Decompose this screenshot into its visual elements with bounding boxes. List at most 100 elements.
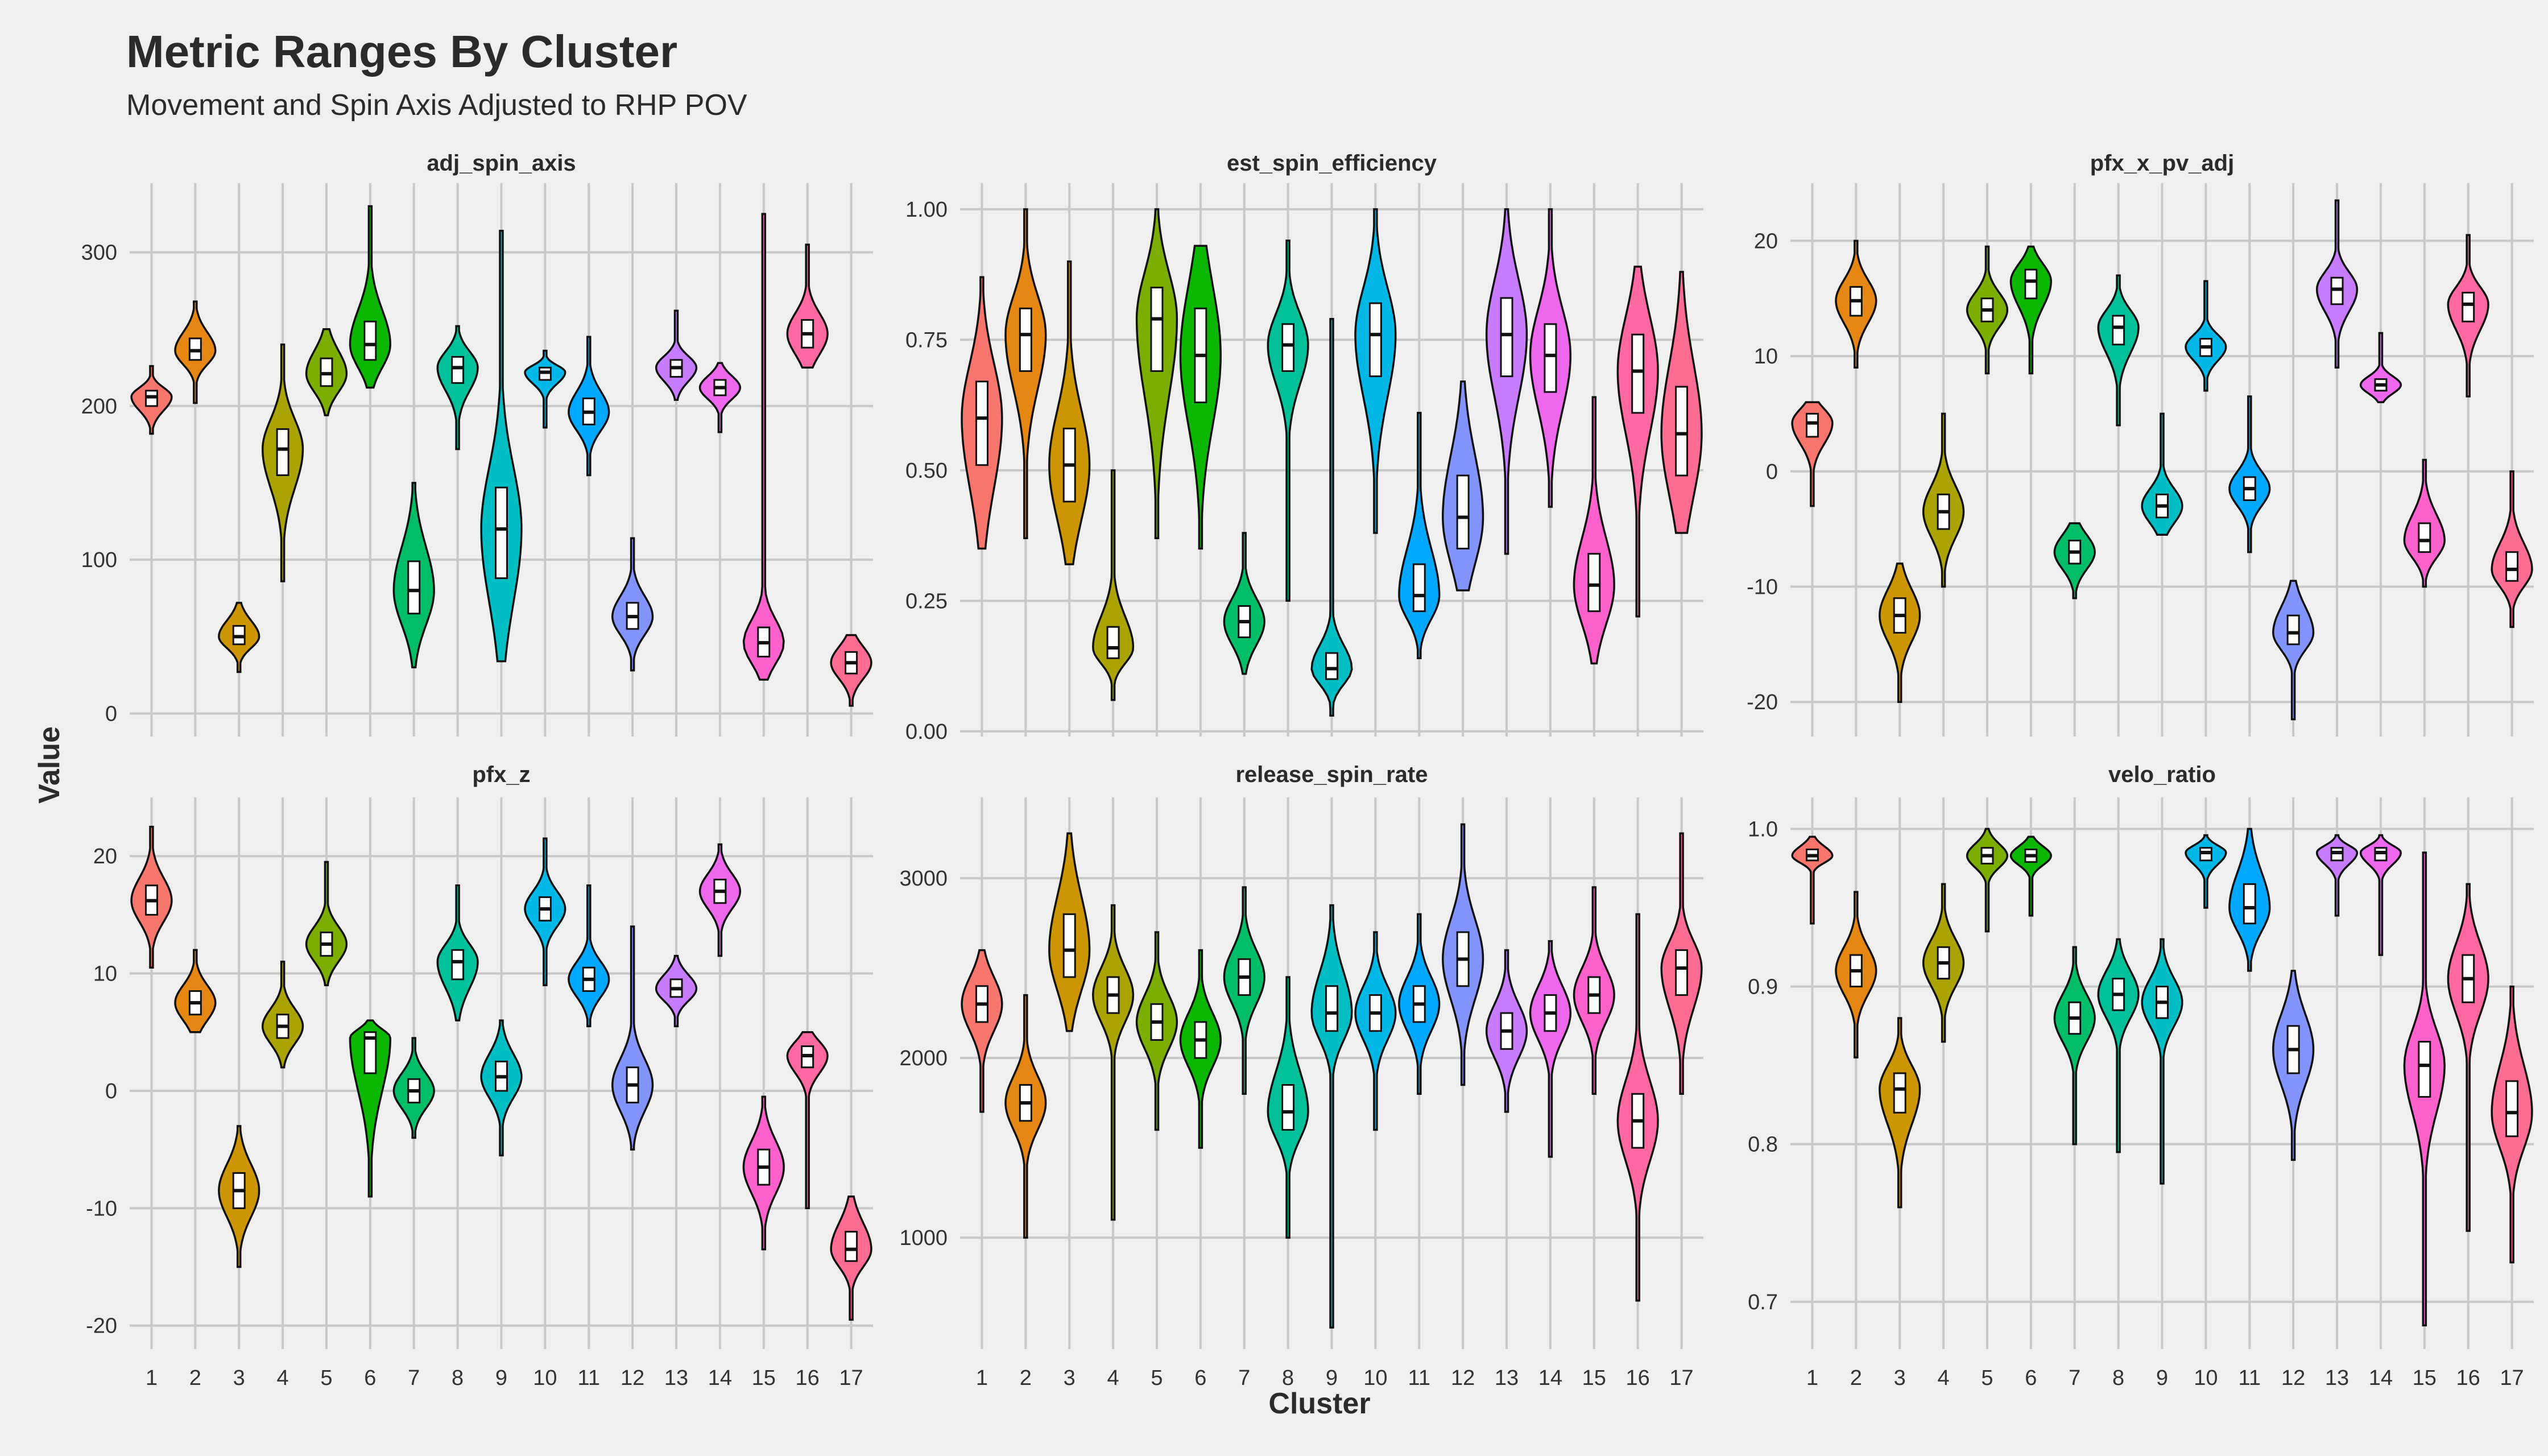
chart-title: Metric Ranges By Cluster [126, 26, 677, 77]
y-tick-label: 0.8 [1748, 1133, 1778, 1157]
x-tick-label: 4 [277, 1366, 289, 1390]
x-tick-label: 12 [2281, 1366, 2305, 1390]
box-cluster-8 [451, 355, 465, 384]
y-tick-label: 0.75 [905, 328, 948, 352]
violin-cluster-14 [698, 362, 742, 433]
violin-cluster-14 [2359, 332, 2402, 403]
violin-cluster-13 [1485, 208, 1528, 555]
box-cluster-12 [1456, 474, 1470, 550]
x-tick-label: 16 [2456, 1366, 2480, 1390]
y-tick-label: 0 [105, 1079, 117, 1103]
violin-cluster-5 [1966, 828, 2009, 933]
violin-cluster-7 [1223, 532, 1265, 675]
violin-cluster-9 [480, 230, 523, 663]
x-tick-label: 1 [1806, 1366, 1818, 1390]
violin-cluster-11 [1398, 412, 1441, 660]
x-tick-label: 2 [189, 1366, 201, 1390]
violin-cluster-9 [1310, 317, 1353, 717]
box-cluster-15 [1587, 553, 1601, 613]
box-cluster-16 [2462, 292, 2475, 322]
box-cluster-3 [1893, 1072, 1906, 1114]
y-tick-label: 1000 [899, 1226, 948, 1250]
box-cluster-15 [2418, 1041, 2431, 1098]
x-tick-label: 13 [1495, 1366, 1519, 1390]
x-tick-label: 6 [1194, 1366, 1206, 1390]
violin-cluster-5 [1135, 208, 1178, 539]
box-cluster-10 [1368, 302, 1382, 378]
panel-title: velo_ratio [2108, 762, 2216, 787]
violin-cluster-2 [1004, 208, 1047, 539]
box-cluster-9 [1325, 652, 1338, 680]
box-cluster-13 [2330, 276, 2344, 305]
violin-cluster-4 [1092, 469, 1135, 701]
violin-cluster-12 [2272, 580, 2315, 721]
x-tick-label: 10 [1363, 1366, 1387, 1390]
x-tick-label: 8 [2112, 1366, 2124, 1390]
y-tick-label: 0.25 [905, 589, 948, 613]
x-tick-label: 10 [2194, 1366, 2218, 1390]
x-tick-label: 8 [1282, 1366, 1294, 1390]
x-tick-label: 6 [364, 1366, 376, 1390]
box-cluster-17 [2505, 1080, 2519, 1138]
x-tick-label: 12 [621, 1366, 644, 1390]
violin-cluster-9 [1310, 904, 1353, 1329]
violin-cluster-10 [2185, 280, 2227, 392]
panel-est_spin_efficiency: est_spin_efficiency 0.00 0.25 0.50 0.75 1.00 [905, 151, 1703, 744]
box-cluster-17 [1675, 386, 1689, 477]
box-cluster-16 [1631, 333, 1645, 414]
box-cluster-11 [2243, 883, 2256, 925]
x-tick-label: 5 [320, 1366, 332, 1390]
x-tick-label: 7 [2069, 1366, 2080, 1390]
x-tick-label: 9 [1326, 1366, 1338, 1390]
violin-cluster-10 [524, 349, 566, 429]
violin-cluster-8 [436, 325, 479, 450]
violin-cluster-6 [2009, 835, 2052, 917]
y-tick-label: 0.7 [1748, 1290, 1778, 1314]
box-cluster-9 [495, 486, 508, 580]
x-tick-label: 5 [1981, 1366, 1993, 1390]
box-cluster-17 [845, 1231, 858, 1262]
x-tick-label: 6 [2025, 1366, 2037, 1390]
x-tick-label: 15 [2413, 1366, 2437, 1390]
box-cluster-8 [451, 949, 465, 981]
violin-cluster-6 [349, 1019, 391, 1198]
x-tick-label: 8 [452, 1366, 464, 1390]
x-tick-label: 4 [1938, 1366, 1950, 1390]
box-cluster-8 [2112, 315, 2125, 346]
panel-title: pfx_z [472, 762, 530, 787]
violin-cluster-9 [2141, 412, 2183, 536]
box-cluster-5 [1150, 287, 1164, 372]
x-tick-label: 4 [1107, 1366, 1119, 1390]
box-cluster-17 [2505, 551, 2519, 582]
box-cluster-6 [363, 320, 377, 361]
violin-cluster-4 [1091, 904, 1135, 1221]
box-cluster-2 [1019, 307, 1032, 372]
violin-cluster-8 [1267, 239, 1309, 602]
y-tick-label: 1.00 [905, 198, 948, 222]
violin-cluster-16 [786, 1031, 829, 1210]
x-tick-label: 2 [1850, 1366, 1862, 1390]
x-tick-label: 14 [2369, 1366, 2393, 1390]
box-cluster-15 [2418, 522, 2431, 553]
x-tick-label: 11 [1408, 1366, 1430, 1390]
violin-cluster-1 [1791, 401, 1834, 507]
x-tick-label: 14 [1538, 1366, 1562, 1390]
y-tick-label: 300 [81, 241, 117, 265]
violin-cluster-10 [2185, 834, 2227, 909]
x-tick-label: 10 [533, 1366, 557, 1390]
box-cluster-14 [1544, 323, 1557, 393]
x-tick-label: 3 [233, 1366, 245, 1390]
x-tick-label: 2 [1020, 1366, 1032, 1390]
facet-panels: adj_spin_axis0100200300est_spin_efficien… [81, 151, 2534, 1390]
y-tick-label: 3000 [899, 867, 948, 891]
violin-cluster-16 [786, 243, 829, 369]
violin-cluster-1 [1791, 835, 1834, 925]
x-axis-title: Cluster [1268, 1387, 1370, 1420]
violin-cluster-6 [349, 205, 391, 389]
x-tick-label: 11 [578, 1366, 600, 1390]
violin-cluster-5 [305, 861, 348, 986]
x-tick-label: 15 [1582, 1366, 1606, 1390]
x-tick-label: 17 [2500, 1366, 2524, 1390]
y-tick-label: 100 [81, 548, 117, 572]
